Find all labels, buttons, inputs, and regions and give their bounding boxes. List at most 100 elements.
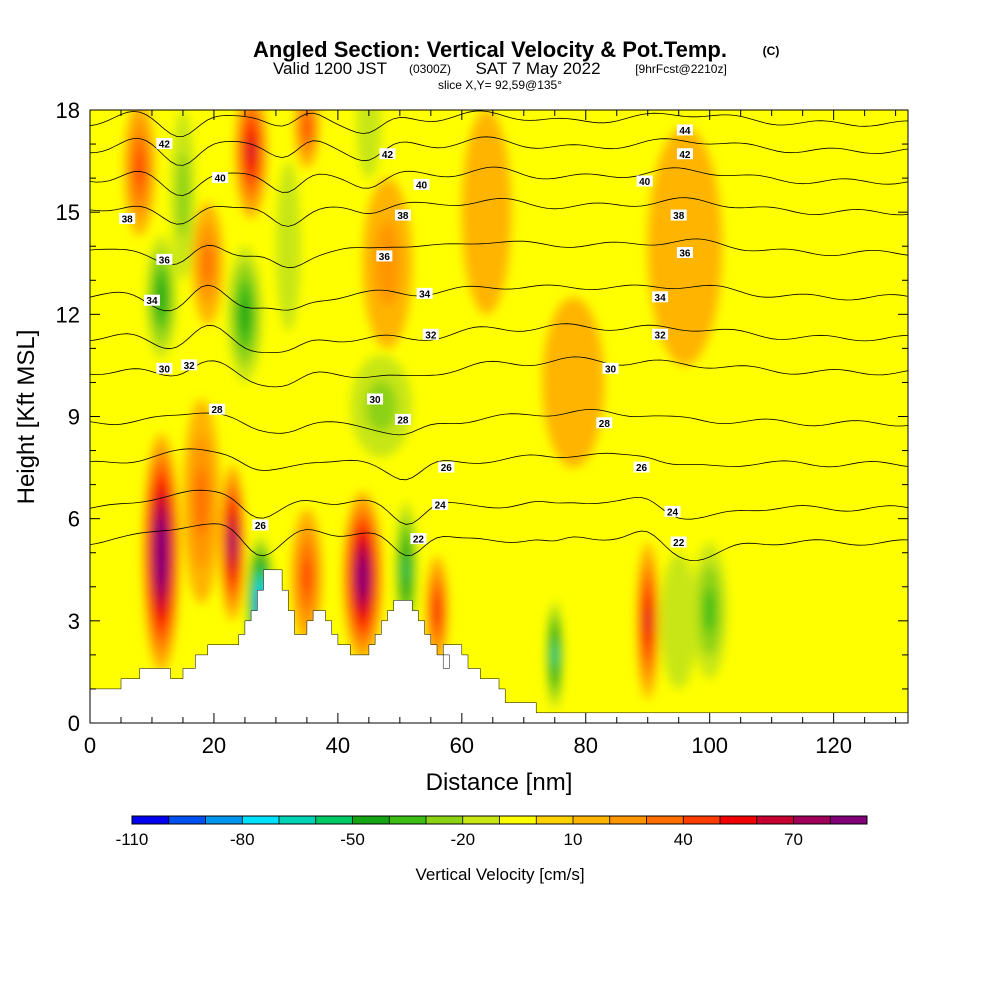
contour-label: 22 bbox=[673, 538, 685, 549]
y-tick-label: 18 bbox=[56, 98, 80, 123]
contour-label-box bbox=[676, 247, 693, 259]
contour-label-box bbox=[670, 209, 687, 221]
y-tick-label: 6 bbox=[68, 507, 80, 532]
slice-info: slice X,Y= 92,59@135° bbox=[438, 78, 562, 92]
contour-label: 42 bbox=[159, 140, 171, 151]
colorbar-bin bbox=[242, 816, 280, 824]
contour-label-box bbox=[438, 461, 455, 473]
copyright-mark: (C) bbox=[763, 44, 780, 58]
contour-label-box bbox=[156, 138, 173, 150]
terrain bbox=[90, 569, 908, 723]
contour-label: 40 bbox=[215, 174, 227, 185]
colorbar-bin bbox=[683, 816, 721, 824]
contour-label: 28 bbox=[211, 405, 223, 416]
contour-label: 44 bbox=[679, 126, 691, 137]
updraft-cell bbox=[159, 540, 164, 565]
downdraft-cell bbox=[275, 161, 301, 332]
colorbar-bin bbox=[205, 816, 243, 824]
contour-label-box bbox=[181, 359, 198, 371]
contour-label-box bbox=[367, 393, 384, 405]
valid-utc: (0300Z) bbox=[409, 62, 451, 76]
contour-label: 26 bbox=[255, 521, 267, 532]
colorbar-bin bbox=[315, 816, 353, 824]
contour-label-box bbox=[602, 362, 619, 374]
isentrope-line bbox=[90, 523, 908, 562]
colorbar-bin bbox=[168, 816, 206, 824]
contour-label: 28 bbox=[397, 415, 409, 426]
colorbar-bin bbox=[426, 816, 464, 824]
contour-label-box bbox=[652, 328, 669, 340]
valid-time: Valid 1200 JST bbox=[273, 59, 387, 78]
colorbar-bin bbox=[573, 816, 611, 824]
y-tick-label: 12 bbox=[56, 302, 80, 327]
colorbar-tick-label: -80 bbox=[230, 830, 255, 849]
updraft-cell bbox=[461, 110, 512, 315]
colorbar-bin bbox=[756, 816, 794, 824]
contour-label-box bbox=[394, 413, 411, 425]
downdraft-cell bbox=[365, 380, 397, 432]
colorbar-bin bbox=[462, 816, 500, 824]
colorbar-bin bbox=[830, 816, 868, 824]
colorbar-label: Vertical Velocity [cm/s] bbox=[415, 865, 584, 884]
colorbar: -110 -80 -50 -20 10 40 70 bbox=[116, 815, 868, 849]
contour-label-box bbox=[212, 172, 229, 184]
colorbar-bin bbox=[793, 816, 831, 824]
downdraft-cell bbox=[356, 110, 382, 179]
contour-label-box bbox=[432, 499, 449, 511]
isentrope-line bbox=[90, 408, 908, 436]
plot-area: 42 40 38 36 34 32 30 28 26 42 40 38 36 34 32 30 28 26 24 22… bbox=[90, 110, 908, 723]
updraft-cell bbox=[202, 242, 213, 284]
updraft-cell bbox=[542, 297, 605, 468]
colorbar-bin bbox=[499, 816, 537, 824]
x-tick-label: 40 bbox=[326, 733, 350, 758]
contour-label: 30 bbox=[369, 395, 381, 406]
contour-label: 24 bbox=[435, 501, 447, 512]
valid-date: SAT 7 May 2022 bbox=[475, 59, 600, 78]
contour-label-box bbox=[252, 519, 269, 531]
contour-label: 26 bbox=[441, 463, 453, 474]
colorbar-bin bbox=[646, 816, 684, 824]
colorbar-tick-label: 40 bbox=[674, 830, 693, 849]
isentrope-line bbox=[90, 197, 908, 227]
contour-label-box bbox=[636, 175, 653, 187]
contour-label-box bbox=[156, 362, 173, 374]
contour-label: 28 bbox=[599, 419, 611, 430]
updraft-cell bbox=[434, 599, 440, 622]
isentrope-line bbox=[90, 238, 908, 269]
colorbar-bin bbox=[609, 816, 647, 824]
updraft-cell bbox=[248, 139, 254, 163]
chart-title: Angled Section: Vertical Velocity & Pot.… bbox=[253, 37, 727, 62]
downdraft-cell bbox=[703, 587, 716, 634]
x-tick-label: 120 bbox=[815, 733, 852, 758]
contour-label-box bbox=[676, 124, 693, 136]
contour-label: 32 bbox=[425, 330, 437, 341]
contour-label-box bbox=[664, 505, 681, 517]
contour-label: 38 bbox=[673, 211, 685, 222]
contour-label-box bbox=[410, 533, 427, 545]
contour-label: 22 bbox=[413, 535, 425, 546]
contour-label: 36 bbox=[379, 252, 391, 263]
contour-label: 30 bbox=[605, 364, 617, 375]
contour-label: 36 bbox=[159, 255, 171, 266]
contour-label-box bbox=[422, 328, 439, 340]
colorbar-tick-label: -110 bbox=[116, 830, 149, 849]
colorbar-bin bbox=[720, 816, 758, 824]
downdraft-cell bbox=[553, 645, 557, 664]
contour-label-box bbox=[676, 148, 693, 160]
contour-label-box bbox=[633, 461, 650, 473]
colorbar-tick-label: -20 bbox=[450, 830, 475, 849]
updraft-cell bbox=[195, 467, 208, 536]
y-tick-label: 9 bbox=[68, 405, 80, 430]
colorbar-bin bbox=[279, 816, 317, 824]
updraft-cell bbox=[303, 116, 310, 138]
isentrope-line bbox=[90, 448, 908, 481]
colorbar-tick-label: 70 bbox=[784, 830, 803, 849]
contour-label: 36 bbox=[679, 249, 691, 260]
isentrope-line bbox=[90, 323, 908, 353]
contour-label: 40 bbox=[639, 177, 651, 188]
contour-label-box bbox=[652, 291, 669, 303]
contour-label-box bbox=[376, 250, 393, 262]
contour-label: 26 bbox=[636, 463, 648, 474]
y-tick-label: 15 bbox=[56, 200, 80, 225]
isentrope-line bbox=[90, 284, 908, 312]
